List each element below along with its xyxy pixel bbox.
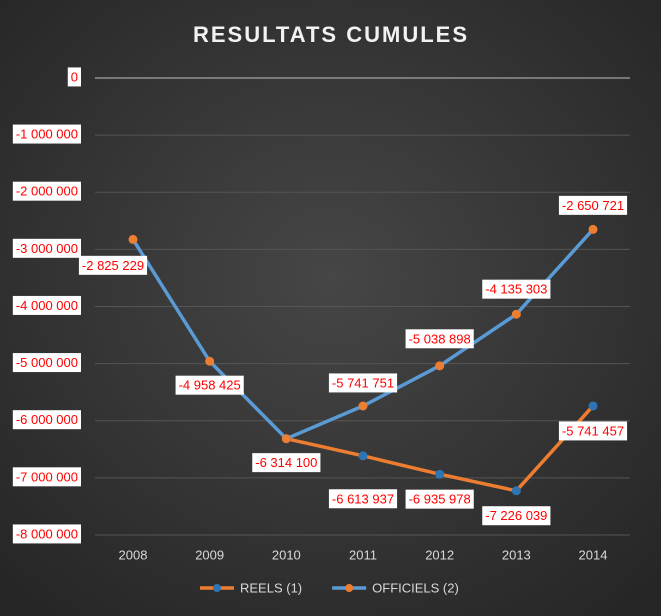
data-label: -4 958 425 — [179, 378, 241, 393]
x-tick-label: 2008 — [119, 547, 148, 562]
point-marker — [281, 434, 291, 444]
x-tick-label: 2013 — [502, 547, 531, 562]
point-marker — [435, 361, 445, 371]
data-label-group: -6 935 978 — [405, 489, 474, 509]
y-tick-label: -1 000 000 — [16, 127, 78, 142]
y-tick-label: -2 000 000 — [16, 184, 78, 199]
y-tick-label-box — [12, 353, 81, 373]
point-marker — [511, 309, 521, 319]
legend-marker — [213, 584, 221, 592]
y-tick-label: 0 — [71, 69, 78, 84]
y-tick-label-group: -3 000 000 — [12, 238, 81, 258]
y-tick-label-group: 0 — [67, 67, 81, 87]
point-marker — [358, 401, 368, 411]
y-tick-label-group: -1 000 000 — [12, 124, 81, 144]
y-tick-label-group: -2 000 000 — [12, 181, 81, 201]
y-tick-label-group: -7 000 000 — [12, 467, 81, 487]
data-label-group: -4 958 425 — [175, 375, 244, 395]
data-label: -5 741 457 — [562, 423, 624, 438]
y-tick-label: -6 000 000 — [16, 412, 78, 427]
legend-label: REELS (1) — [240, 580, 302, 595]
y-tick-label-box — [12, 124, 81, 144]
data-label-box — [252, 453, 321, 473]
data-label-box — [482, 279, 551, 299]
data-label: -6 314 100 — [255, 455, 317, 470]
point-marker — [435, 469, 445, 479]
data-label-box — [558, 421, 628, 441]
y-tick-label-group: -8 000 000 — [12, 524, 81, 544]
x-tick-label: 2010 — [272, 547, 301, 562]
data-label: -5 038 898 — [409, 331, 471, 346]
y-tick-label-box — [12, 410, 81, 430]
x-tick-label: 2011 — [349, 547, 377, 562]
data-label: -7 226 039 — [485, 508, 547, 523]
point-marker — [128, 234, 138, 244]
legend-marker — [345, 584, 354, 592]
y-tick-label-group: -6 000 000 — [12, 410, 81, 430]
data-label-box — [328, 489, 398, 509]
data-label: -6 935 978 — [409, 492, 471, 507]
data-label: -2 825 229 — [82, 258, 144, 273]
data-label-box — [405, 329, 474, 349]
x-tick-label: 2009 — [195, 547, 224, 562]
point-marker — [588, 224, 598, 234]
data-label-group: -2 650 721 — [558, 195, 628, 215]
data-label: -5 741 751 — [332, 375, 394, 390]
chart-title: RESULTATS CUMULES — [193, 22, 469, 47]
y-tick-label-group: -5 000 000 — [12, 353, 81, 373]
x-tick-label: 2014 — [579, 547, 608, 562]
data-label: -4 135 303 — [485, 282, 547, 297]
data-label-group: -5 038 898 — [405, 329, 474, 349]
legend-label: OFFICIELS (2) — [372, 580, 459, 595]
y-tick-label-box — [12, 295, 81, 315]
data-label: -2 650 721 — [562, 198, 624, 213]
y-tick-label-box — [12, 467, 81, 487]
y-tick-label: -4 000 000 — [16, 298, 78, 313]
y-tick-label: -8 000 000 — [16, 526, 78, 541]
x-tick-label: 2012 — [425, 547, 454, 562]
y-tick-label: -5 000 000 — [16, 355, 78, 370]
data-label-group: -6 613 937 — [328, 489, 398, 509]
y-tick-label: -7 000 000 — [16, 469, 78, 484]
data-label-group: -4 135 303 — [482, 279, 551, 299]
data-label-box — [405, 489, 474, 509]
point-marker — [205, 356, 215, 366]
data-label-group: -5 741 751 — [328, 373, 398, 393]
data-label-box — [175, 375, 244, 395]
data-label-group: -2 825 229 — [78, 255, 148, 275]
y-tick-label-group: -4 000 000 — [12, 295, 81, 315]
data-label-box — [558, 195, 628, 215]
point-marker — [358, 451, 368, 461]
data-label-box — [482, 506, 551, 526]
data-label: -6 613 937 — [332, 491, 394, 506]
point-marker — [588, 401, 598, 411]
data-label-box — [78, 255, 148, 275]
data-label-box — [328, 373, 398, 393]
y-tick-label: -3 000 000 — [16, 241, 78, 256]
y-tick-label-box — [12, 524, 81, 544]
y-tick-label-box — [12, 238, 81, 258]
point-marker — [511, 486, 521, 496]
y-tick-label-box — [12, 181, 81, 201]
data-label-group: -7 226 039 — [482, 506, 551, 526]
data-label-group: -5 741 457 — [558, 421, 628, 441]
data-label-group: -6 314 100 — [252, 453, 321, 473]
y-tick-label-box — [67, 67, 81, 87]
